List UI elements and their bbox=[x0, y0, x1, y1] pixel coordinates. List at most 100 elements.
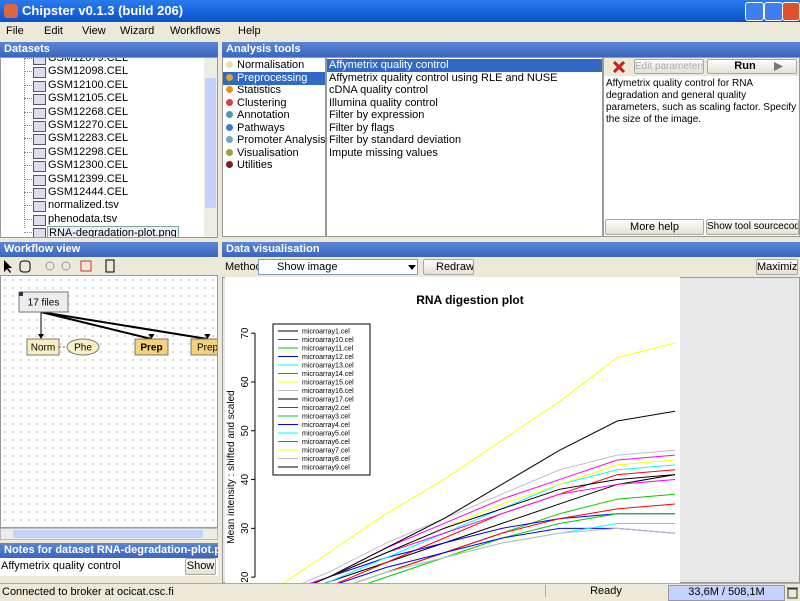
legend-label: microarray15.cel bbox=[302, 380, 354, 387]
cancel-icon[interactable] bbox=[613, 61, 625, 73]
edge bbox=[40, 311, 152, 340]
tool-item[interactable]: Illumina quality control bbox=[329, 96, 438, 109]
dataset-item[interactable]: GSM12105.CEL bbox=[48, 92, 129, 105]
series-line bbox=[352, 503, 676, 583]
trash-icon[interactable] bbox=[787, 586, 798, 599]
run-button[interactable]: Run bbox=[707, 59, 797, 74]
dataset-item[interactable]: GSM12270.CEL bbox=[48, 119, 129, 131]
file-icon bbox=[33, 107, 46, 119]
workflow-node[interactable] bbox=[190, 338, 218, 356]
show-notes-button[interactable]: Show bbox=[185, 558, 216, 575]
category-row[interactable]: Annotation bbox=[223, 109, 325, 122]
status-message: Connected to broker at ocicat.csc.fi bbox=[2, 586, 174, 598]
edge bbox=[40, 311, 208, 340]
tool-item[interactable]: Filter by flags bbox=[329, 121, 395, 134]
dataset-item[interactable]: RNA-degradation-plot.png bbox=[47, 226, 179, 237]
category-list: Normalisation Preprocessing Statistics Clus… bbox=[222, 57, 326, 237]
menu-item[interactable]: View bbox=[82, 25, 106, 37]
dataset-item[interactable]: normalized.tsv bbox=[48, 199, 119, 212]
more-help-button[interactable]: More help bbox=[605, 219, 704, 235]
edit-parameters-button[interactable]: Edit parameters bbox=[634, 59, 704, 74]
redraw-button[interactable]: Redraw bbox=[423, 259, 474, 275]
tree-line bbox=[24, 58, 25, 228]
category-row[interactable]: Normalisation bbox=[223, 59, 325, 72]
category-name: Visualisation bbox=[237, 146, 299, 159]
menu-item[interactable]: Help bbox=[238, 25, 261, 37]
category-dot bbox=[226, 73, 233, 81]
maximize-button[interactable]: Maximize bbox=[756, 259, 798, 275]
category-row[interactable]: Visualisation bbox=[223, 147, 325, 160]
minimize-button[interactable] bbox=[745, 2, 764, 21]
menu-item[interactable]: File bbox=[6, 25, 24, 37]
dataset-item[interactable]: GSM12268.CEL bbox=[48, 105, 129, 118]
tree-line bbox=[24, 192, 32, 193]
node-label: Norm bbox=[31, 343, 55, 354]
series-line bbox=[309, 513, 675, 583]
category-row[interactable]: Preprocessing bbox=[223, 71, 325, 85]
dataset-item[interactable]: GSM12283.CEL bbox=[48, 132, 129, 145]
category-dot bbox=[226, 111, 233, 118]
tool-item[interactable]: Affymetrix quality control bbox=[327, 59, 602, 72]
node-label: 17 files bbox=[28, 298, 60, 309]
close-button[interactable] bbox=[782, 2, 800, 21]
tree-line bbox=[24, 84, 32, 86]
category-row[interactable]: Utilities bbox=[223, 159, 325, 172]
legend-label: microarray10.cel bbox=[302, 337, 354, 344]
legend-label: microarray7.cel bbox=[302, 448, 350, 455]
menu-item[interactable]: Edit bbox=[44, 25, 63, 37]
tool-item[interactable]: Filter by expression bbox=[329, 109, 425, 121]
menu-item[interactable]: Wizard bbox=[120, 25, 155, 37]
workflow-node[interactable] bbox=[66, 338, 100, 356]
category-row[interactable]: Clustering bbox=[223, 97, 325, 110]
category-dot bbox=[226, 161, 233, 168]
file-icon bbox=[33, 161, 46, 173]
workflow-toolbar bbox=[0, 257, 218, 275]
tree-line bbox=[24, 71, 32, 73]
file-icon bbox=[33, 174, 46, 186]
category-name: Statistics bbox=[237, 84, 282, 96]
method-select[interactable]: Show image bbox=[258, 259, 418, 275]
menu-item[interactable]: Workflows bbox=[170, 25, 221, 37]
dataset-item[interactable]: GSM12444.CEL bbox=[48, 186, 129, 198]
workflow-node[interactable] bbox=[26, 338, 60, 356]
maximize-button[interactable] bbox=[764, 2, 783, 21]
y-tick-label: 20 bbox=[240, 571, 251, 583]
dataset-item[interactable]: GSM12079.CEL bbox=[48, 57, 129, 64]
legend-label: microarray4.cel bbox=[302, 422, 350, 429]
tool-item[interactable]: Impute missing values bbox=[329, 146, 438, 159]
legend-label: microarray8.cel bbox=[302, 456, 350, 463]
scrollbar[interactable] bbox=[204, 58, 217, 237]
scroll-thumb[interactable] bbox=[205, 78, 216, 208]
series-line bbox=[324, 474, 676, 583]
series-line bbox=[352, 493, 676, 583]
dataset-item[interactable]: phenodata.tsv bbox=[48, 212, 118, 225]
category-dot bbox=[226, 98, 233, 106]
series-line bbox=[309, 479, 676, 583]
category-dot bbox=[226, 61, 233, 68]
series-line bbox=[338, 527, 676, 583]
dataset-item[interactable]: GSM12298.CEL bbox=[48, 145, 129, 158]
dataset-item[interactable]: GSM12100.CEL bbox=[48, 78, 129, 91]
workflow-node[interactable] bbox=[134, 338, 169, 356]
dataset-item[interactable]: GSM12098.CEL bbox=[48, 65, 129, 78]
legend-label: microarray12.cel bbox=[302, 354, 354, 361]
arrow-head bbox=[148, 334, 155, 339]
file-icon bbox=[33, 67, 46, 79]
workflow-node[interactable] bbox=[18, 291, 69, 313]
legend-label: microarray13.cel bbox=[302, 363, 354, 370]
legend-label: microarray6.cel bbox=[302, 439, 350, 446]
tool-item[interactable]: Affymetrix quality control using RLE and… bbox=[329, 71, 558, 84]
category-row[interactable]: Promoter Analysis bbox=[223, 134, 325, 147]
category-row[interactable]: Pathways bbox=[223, 122, 325, 135]
h-scrollbar[interactable] bbox=[0, 528, 218, 540]
tool-item[interactable]: cDNA quality control bbox=[329, 84, 429, 96]
tool-item[interactable]: Filter by standard deviation bbox=[329, 134, 462, 146]
file-icon bbox=[33, 94, 46, 106]
category-name: Pathways bbox=[237, 121, 285, 134]
show-source-button[interactable]: Show tool sourcecode bbox=[706, 219, 799, 235]
category-row[interactable]: Statistics bbox=[223, 84, 325, 97]
legend-label: microarray5.cel bbox=[302, 431, 350, 438]
dataset-item[interactable]: GSM12300.CEL bbox=[48, 159, 129, 172]
scroll-thumb[interactable] bbox=[13, 530, 203, 538]
dataset-item[interactable]: GSM12399.CEL bbox=[48, 172, 129, 185]
